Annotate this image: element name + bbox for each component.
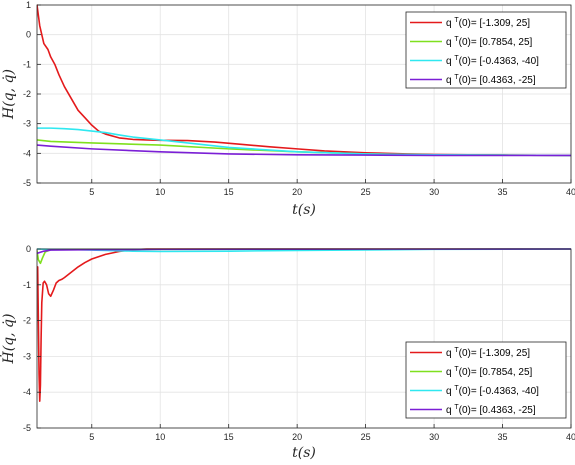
chart1-series-group xyxy=(37,4,571,157)
chart2-x-tick-label: 15 xyxy=(224,432,234,442)
chart2-legend-box xyxy=(405,341,567,419)
chart2-x-tick-label: 5 xyxy=(89,432,94,442)
chart1-x-tick-label: 20 xyxy=(292,187,302,197)
chart2-axis-box xyxy=(36,248,572,429)
chart2-legend-label-4: q T(0)= [0.4363, -25] xyxy=(446,404,536,416)
chart2-x-axis-label: t(s) xyxy=(292,445,316,460)
chart1-x-tick-label: 25 xyxy=(361,187,371,197)
chart1-plot: 5 10 15 20 25 30 35 40 -5 -4 -3 -2 -1 0 1 t(s) H(q, q̇) q… xyxy=(1,0,575,218)
chart1-x-tick-label: 30 xyxy=(429,187,439,197)
chart1-x-tick-label: 15 xyxy=(224,187,234,197)
chart1-legend: q T(0)= [-1.309, 25] q T(0)= [0.7854, 25]… xyxy=(405,11,567,89)
chart2-legend: q T(0)= [-1.309, 25] q T(0)= [0.7854, 25]… xyxy=(405,341,567,419)
chart1-x-tick-label: 10 xyxy=(155,187,165,197)
chart1-legend-box xyxy=(405,11,567,89)
chart1-y-tick-label: -2 xyxy=(23,89,31,99)
chart2-y-axis-label: Ḣ(q, q̇) xyxy=(0,314,17,365)
chart2-y-tick-label: -4 xyxy=(23,387,31,397)
chart1-y-axis-label: H(q, q̇) xyxy=(1,69,17,120)
chart1-y-tick-label: 1 xyxy=(26,0,31,10)
chart2-legend-label-2: q T(0)= [0.7854, 25] xyxy=(446,366,533,378)
chart1-x-tick-label: 40 xyxy=(566,187,575,197)
chart1-y-tick-label: -1 xyxy=(23,59,31,69)
chart1-y-tick-label: -5 xyxy=(23,178,31,188)
chart1-y-tick-label: -3 xyxy=(23,119,31,129)
chart1-y-tick-label: -4 xyxy=(23,148,31,158)
chart2-x-tick-label: 40 xyxy=(566,432,575,442)
chart1-series-1-line xyxy=(37,4,571,157)
chart2-x-tick-label: 25 xyxy=(361,432,371,442)
chart1-x-axis-label: t(s) xyxy=(292,202,316,218)
chart1-series-4-line xyxy=(37,144,571,157)
chart2-y-tick-label: 0 xyxy=(26,244,31,254)
chart1-x-tick-label: 35 xyxy=(498,187,508,197)
chart1-x-tick-label: 5 xyxy=(89,187,94,197)
chart2-legend-label-3: q T(0)= [-0.4363, -40] xyxy=(446,385,539,397)
chart1-legend-label-1: q T(0)= [-1.309, 25] xyxy=(446,17,530,29)
chart2-y-tick-label: -5 xyxy=(23,423,31,433)
chart2-y-tick-label: -2 xyxy=(23,316,31,326)
chart1-legend-label-3: q T(0)= [-0.4363, -40] xyxy=(446,55,539,67)
chart2-x-tick-label: 10 xyxy=(155,432,165,442)
chart2-legend-label-1: q T(0)= [-1.309, 25] xyxy=(446,347,530,359)
chart1-legend-label-2: q T(0)= [0.7854, 25] xyxy=(446,36,533,48)
chart1-y-tick-label: 0 xyxy=(26,30,31,40)
chart2-x-tick-label: 30 xyxy=(429,432,439,442)
chart2-plot: 5 10 15 20 25 30 35 40 -5 -4 -3 -2 -1 0 t(s) Ḣ(q, q̇) q … xyxy=(0,244,575,461)
chart2-x-tick-label: 20 xyxy=(292,432,302,442)
chart2-y-tick-label: -3 xyxy=(23,351,31,361)
chart1-series-3-line xyxy=(37,127,571,157)
chart2-x-tick-label: 35 xyxy=(498,432,508,442)
chart2-y-tick-label: -1 xyxy=(23,280,31,290)
chart1-legend-label-4: q T(0)= [0.4363, -25] xyxy=(446,74,536,86)
